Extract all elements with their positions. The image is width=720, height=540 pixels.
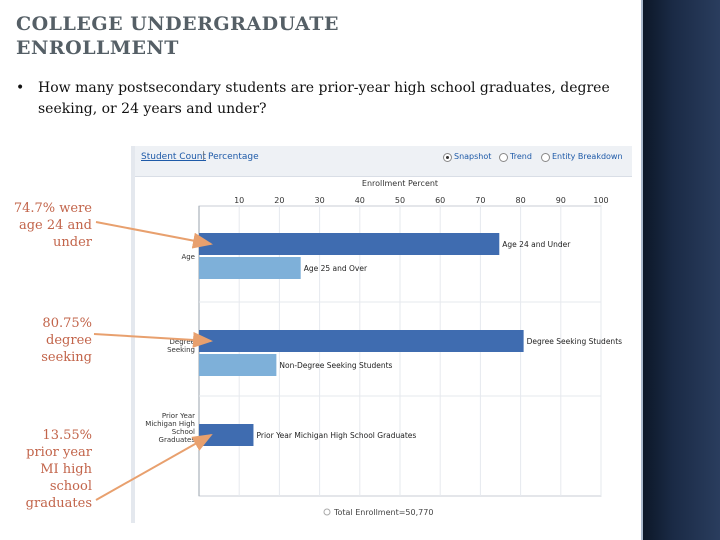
- bar-label: Age 24 and Under: [502, 240, 571, 249]
- tab-separator: |: [202, 151, 206, 161]
- screenshot-left-border: [131, 146, 135, 523]
- callout-arrow: [95, 434, 213, 501]
- tab-percentage[interactable]: Percentage: [208, 152, 259, 162]
- x-tick-label: 10: [234, 196, 244, 205]
- bar-label: Age 25 and Over: [304, 264, 368, 273]
- tick-layer: 10 20 30 40 50 60 70 80 90 100: [234, 196, 609, 205]
- radio-entity-breakdown-label[interactable]: Entity Breakdown: [552, 152, 623, 161]
- radio-trend-icon[interactable]: [499, 153, 508, 162]
- slide-title: COLLEGE UNDERGRADUATE ENROLLMENT: [16, 13, 339, 59]
- x-tick-label: 20: [274, 196, 284, 205]
- bar: [199, 233, 500, 255]
- bar-label: Non-Degree Seeking Students: [279, 361, 392, 370]
- bar-label: Degree Seeking Students: [527, 337, 623, 346]
- x-tick-label: 100: [593, 196, 608, 205]
- x-tick-label: 80: [516, 196, 526, 205]
- category-label-line: School: [172, 428, 195, 436]
- footer-bullet-icon: [323, 508, 331, 516]
- bar-label: Prior Year Michigan High School Graduate…: [256, 431, 416, 440]
- bar: [199, 257, 301, 279]
- category-label-line: Age: [181, 253, 195, 261]
- chart-title: Enrollment Percent: [362, 179, 438, 188]
- radio-snapshot-label[interactable]: Snapshot: [454, 152, 492, 161]
- category-label: Degree Seeking: [167, 338, 195, 354]
- bar-layer: [199, 233, 524, 446]
- category-label: Prior Year Michigan High School Graduates: [145, 412, 195, 444]
- bar: [199, 424, 254, 446]
- bullet-dot-icon: •: [16, 80, 25, 96]
- x-tick-label: 70: [475, 196, 485, 205]
- tab-student-count[interactable]: Student Count: [141, 152, 207, 162]
- radio-entity-breakdown-icon[interactable]: [541, 153, 550, 162]
- callout-arrow: [95, 221, 213, 249]
- bar: [199, 330, 524, 352]
- footer-total-enrollment: Total Enrollment=50,770: [333, 508, 433, 517]
- radio-trend-label[interactable]: Trend: [510, 152, 532, 161]
- callout-prior-year: 13.55% prior year MI high school graduat…: [25, 428, 92, 511]
- radio-snapshot-icon[interactable]: [443, 153, 452, 162]
- screenshot-toolbar: Student Count | Percentage Snapshot Tren…: [131, 146, 632, 177]
- x-tick-label: 60: [435, 196, 445, 205]
- arrow-layer: [93, 221, 213, 501]
- bullet-question: • How many postsecondary students are pr…: [16, 78, 626, 120]
- category-label-line: Graduates: [159, 436, 196, 444]
- category-label: Age: [181, 253, 195, 261]
- callout-arrow: [93, 331, 213, 348]
- bar: [199, 354, 277, 376]
- bullet-text: How many postsecondary students are prio…: [38, 80, 610, 117]
- x-tick-label: 50: [395, 196, 405, 205]
- x-tick-label: 30: [315, 196, 325, 205]
- category-label-line: Seeking: [167, 346, 195, 354]
- x-tick-label: 90: [556, 196, 566, 205]
- decorative-side-band: [641, 0, 720, 540]
- x-tick-label: 40: [355, 196, 365, 205]
- category-label-line: Prior Year: [162, 412, 195, 420]
- callout-degree-seeking: 80.75% degree seeking: [41, 316, 92, 365]
- category-label-line: Michigan High: [145, 420, 195, 428]
- callout-age: 74.7% were age 24 and under: [13, 201, 92, 250]
- label-layer: Age 24 and Under Age 25 and Over Degree Se…: [256, 240, 622, 440]
- category-label-line: Degree: [170, 338, 195, 346]
